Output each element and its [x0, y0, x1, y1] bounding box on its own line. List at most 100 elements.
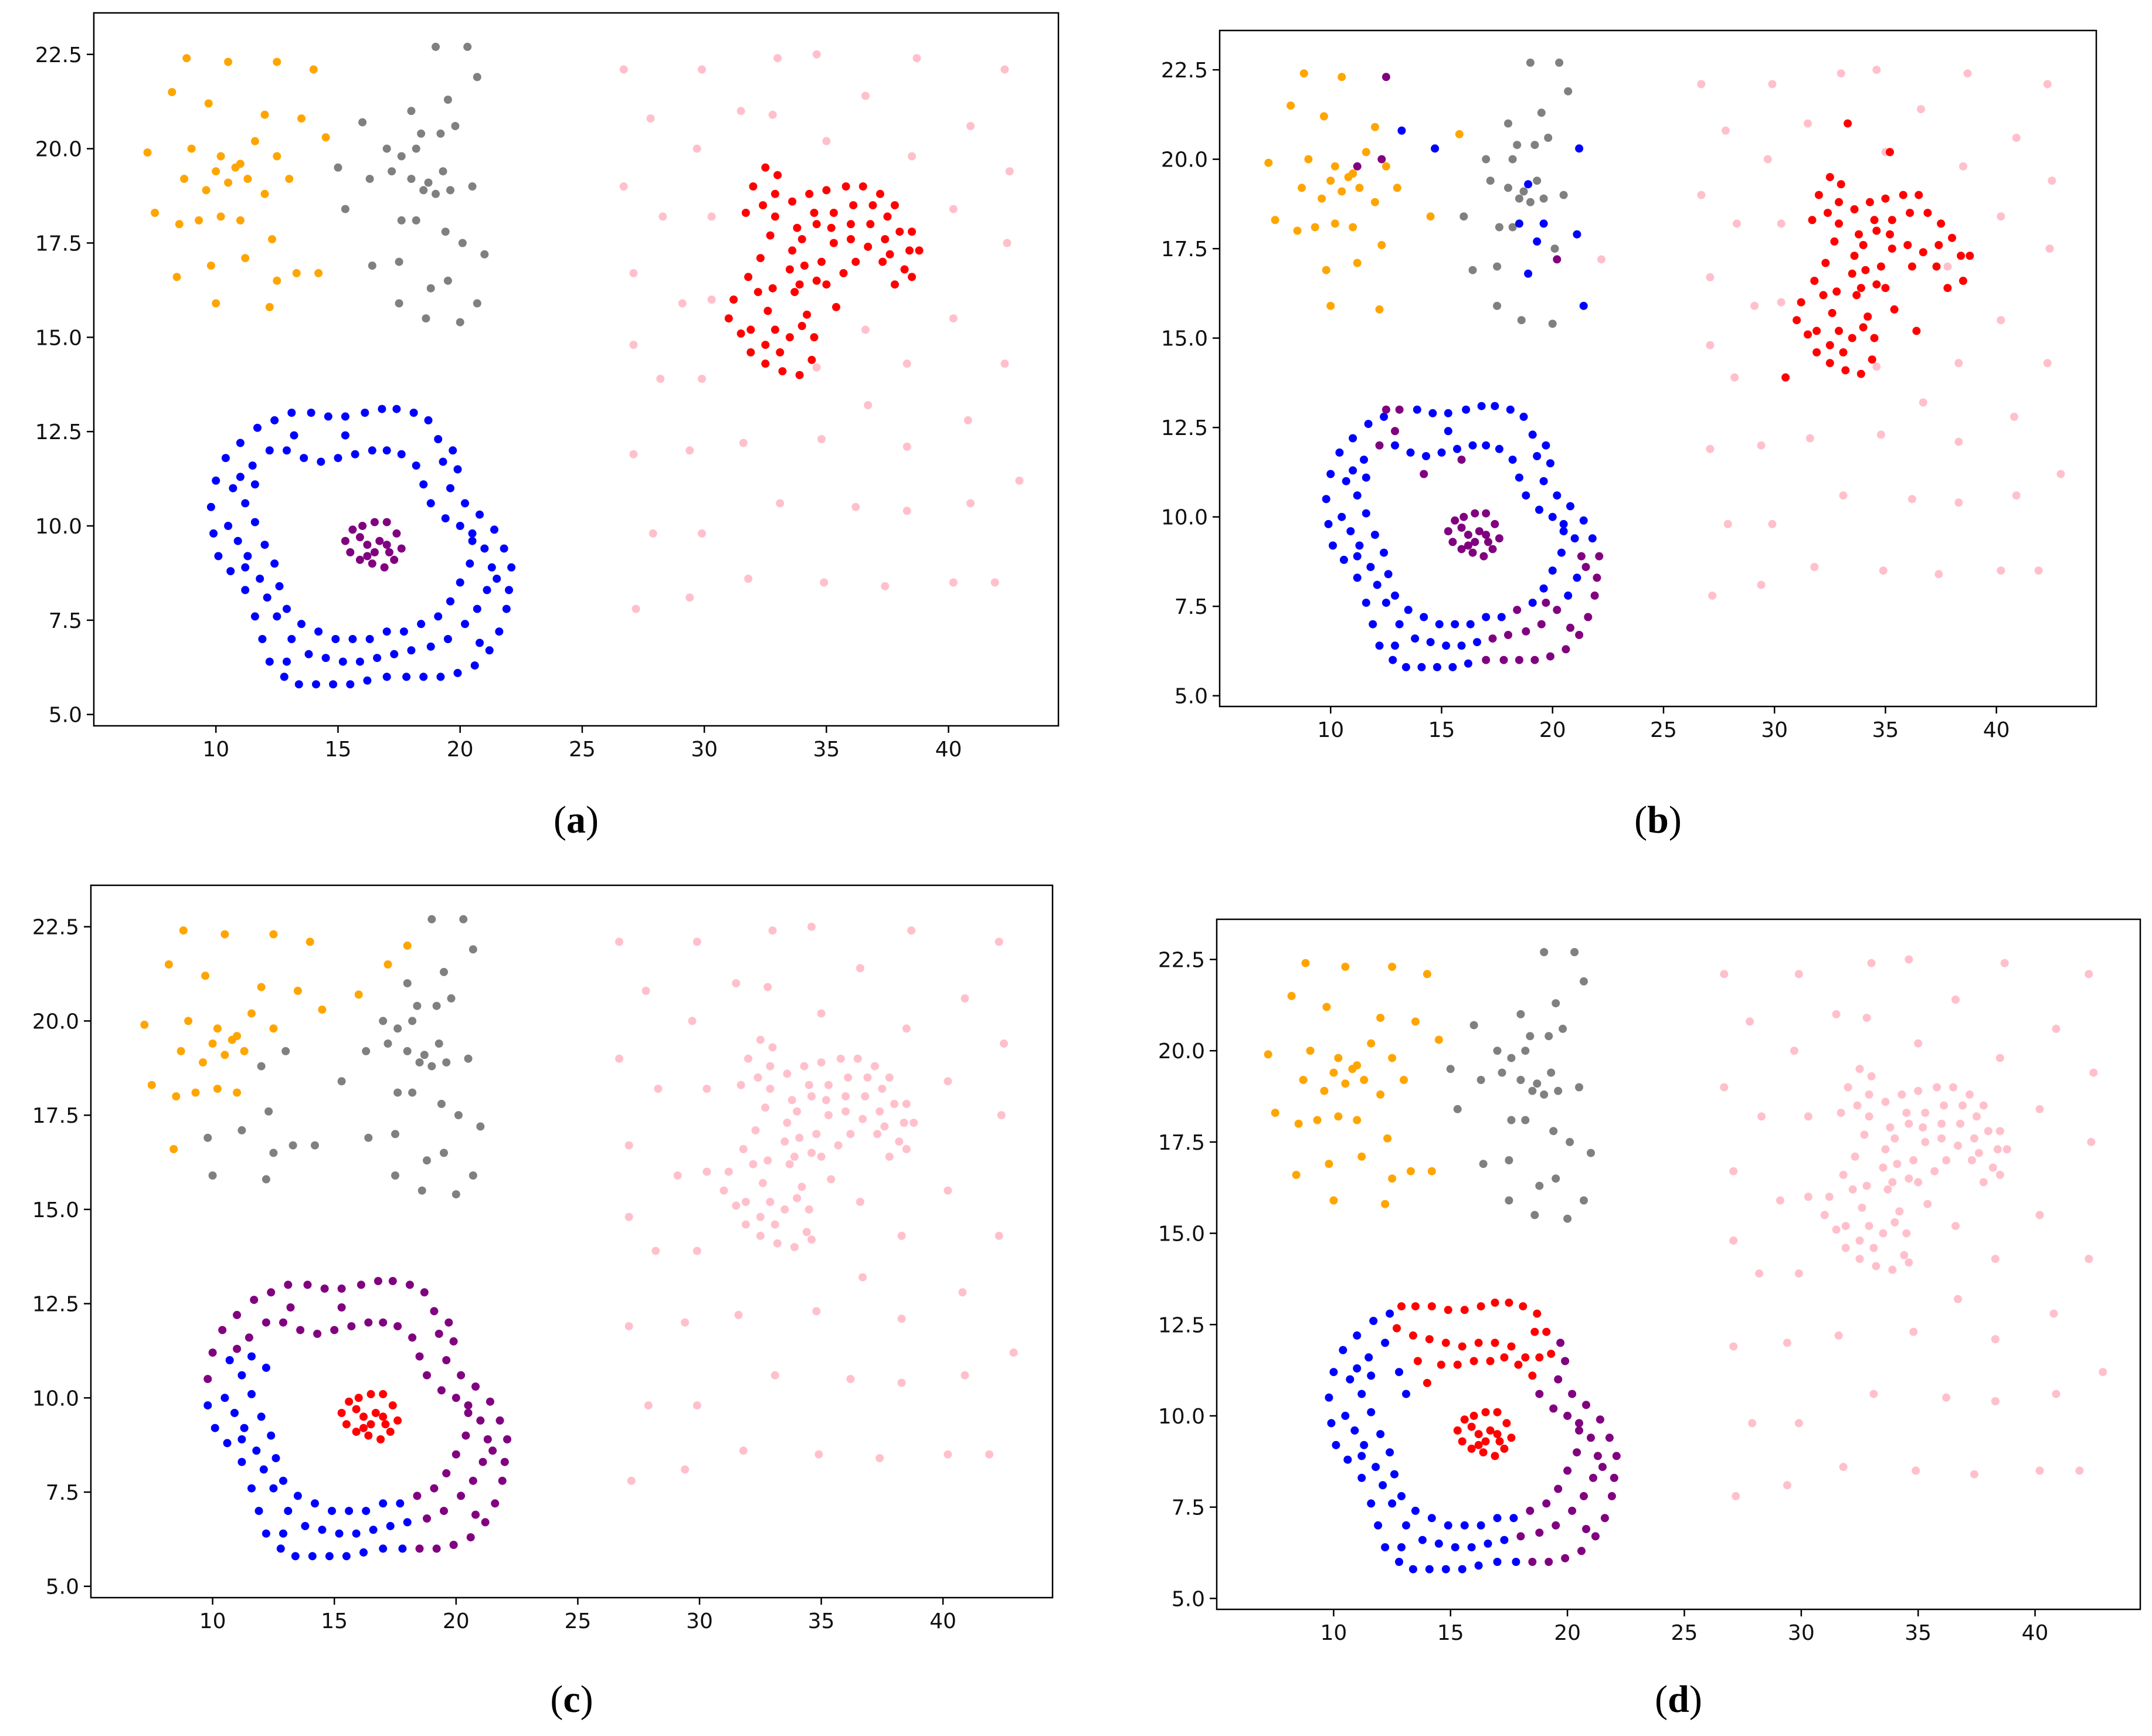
- point-blue: [1474, 1561, 1483, 1570]
- point-pink: [1706, 273, 1715, 281]
- point-blue: [1367, 1371, 1376, 1380]
- point-red: [1819, 291, 1828, 300]
- point-blue: [280, 672, 288, 681]
- axes-frame: [1218, 29, 2097, 708]
- point-gray: [1575, 1083, 1583, 1092]
- y-tick-label: 15.0: [35, 326, 82, 350]
- y-tick-label: 12.5: [1158, 1313, 1205, 1337]
- point-red: [1864, 312, 1872, 321]
- point-orange: [273, 57, 281, 66]
- point-blue: [1564, 591, 1573, 600]
- point-blue: [392, 405, 401, 413]
- point-red: [1476, 1302, 1485, 1311]
- point-blue: [1339, 1346, 1347, 1354]
- point-blue: [1570, 534, 1579, 543]
- point-pink: [885, 1073, 894, 1082]
- point-blue: [1539, 219, 1548, 228]
- point-gray: [1563, 1214, 1572, 1223]
- point-blue: [1391, 641, 1399, 650]
- point-red: [1886, 148, 1894, 157]
- point-blue: [443, 635, 452, 643]
- caption-open-paren: (: [1634, 799, 1647, 841]
- point-orange: [314, 269, 323, 277]
- point-gray: [1508, 155, 1517, 164]
- point-blue: [329, 680, 338, 689]
- point-blue: [338, 657, 347, 666]
- x-tick-label: 15: [1437, 1621, 1464, 1645]
- point-orange: [257, 983, 266, 991]
- point-pink: [1783, 1481, 1791, 1490]
- point-orange: [1334, 1112, 1343, 1121]
- point-gray: [1533, 176, 1542, 185]
- point-orange: [1271, 216, 1279, 225]
- x-tick-label: 20: [447, 738, 474, 762]
- point-pink: [624, 1322, 633, 1331]
- point-purple: [388, 1277, 397, 1285]
- point-red: [1899, 191, 1907, 199]
- point-pink: [1820, 1211, 1829, 1219]
- point-red: [1841, 366, 1850, 375]
- point-blue: [230, 1409, 239, 1417]
- point-red: [1872, 226, 1881, 235]
- point-blue: [468, 536, 477, 545]
- point-orange: [199, 1058, 207, 1067]
- point-orange: [318, 1005, 327, 1014]
- point-purple: [1535, 1390, 1544, 1398]
- point-gray: [1555, 58, 1564, 67]
- point-pink: [693, 1246, 701, 1255]
- point-blue: [1451, 1543, 1459, 1552]
- point-purple: [1575, 1426, 1583, 1435]
- point-blue: [240, 1424, 249, 1432]
- point-blue: [1539, 477, 1548, 485]
- y-tick-label: 20.0: [32, 1010, 79, 1034]
- point-pink: [2056, 470, 2065, 478]
- point-gray: [413, 1001, 422, 1010]
- point-orange: [1353, 1061, 1362, 1070]
- point-blue: [1346, 1375, 1355, 1384]
- point-red: [1495, 1437, 1504, 1446]
- point-gray: [468, 182, 477, 191]
- point-blue: [500, 544, 508, 553]
- point-orange: [179, 926, 188, 935]
- point-blue: [1493, 1558, 1502, 1566]
- point-purple: [435, 1330, 443, 1338]
- x-tick-label: 40: [1983, 718, 2010, 742]
- panel-caption: (c): [550, 1678, 593, 1721]
- point-blue: [409, 409, 418, 417]
- point-purple: [1499, 655, 1508, 664]
- point-pink: [1995, 1054, 2004, 1062]
- point-blue: [1448, 663, 1457, 671]
- point-red: [881, 235, 890, 243]
- point-purple: [430, 1484, 439, 1493]
- point-purple: [1471, 538, 1479, 546]
- point-purple: [1475, 527, 1484, 536]
- point-pink: [785, 1160, 794, 1168]
- point-purple: [449, 1541, 458, 1549]
- point-pink: [719, 1186, 728, 1195]
- point-pink: [736, 1081, 745, 1089]
- point-gray: [1537, 108, 1546, 117]
- point-pink: [707, 295, 716, 304]
- point-pink: [805, 1081, 813, 1089]
- points-group: [143, 42, 1024, 689]
- point-pink: [1810, 563, 1819, 572]
- point-red: [841, 182, 850, 191]
- point-blue: [368, 446, 376, 455]
- point-blue: [1482, 613, 1491, 621]
- point-red: [883, 212, 892, 221]
- y-tick-label: 7.5: [46, 1481, 79, 1505]
- point-gray: [403, 1047, 412, 1055]
- point-blue: [355, 657, 364, 666]
- point-orange: [172, 273, 181, 281]
- point-blue: [1339, 555, 1348, 564]
- point-red: [1441, 1338, 1450, 1347]
- point-gray: [262, 1175, 270, 1184]
- point-red: [895, 227, 904, 236]
- point-red: [1519, 1302, 1528, 1311]
- point-blue: [1406, 448, 1415, 457]
- point-pink: [685, 593, 694, 602]
- point-pink: [766, 1085, 775, 1093]
- point-red: [1505, 1298, 1513, 1307]
- y-tick-label: 7.5: [49, 609, 82, 633]
- point-gray: [420, 1051, 429, 1059]
